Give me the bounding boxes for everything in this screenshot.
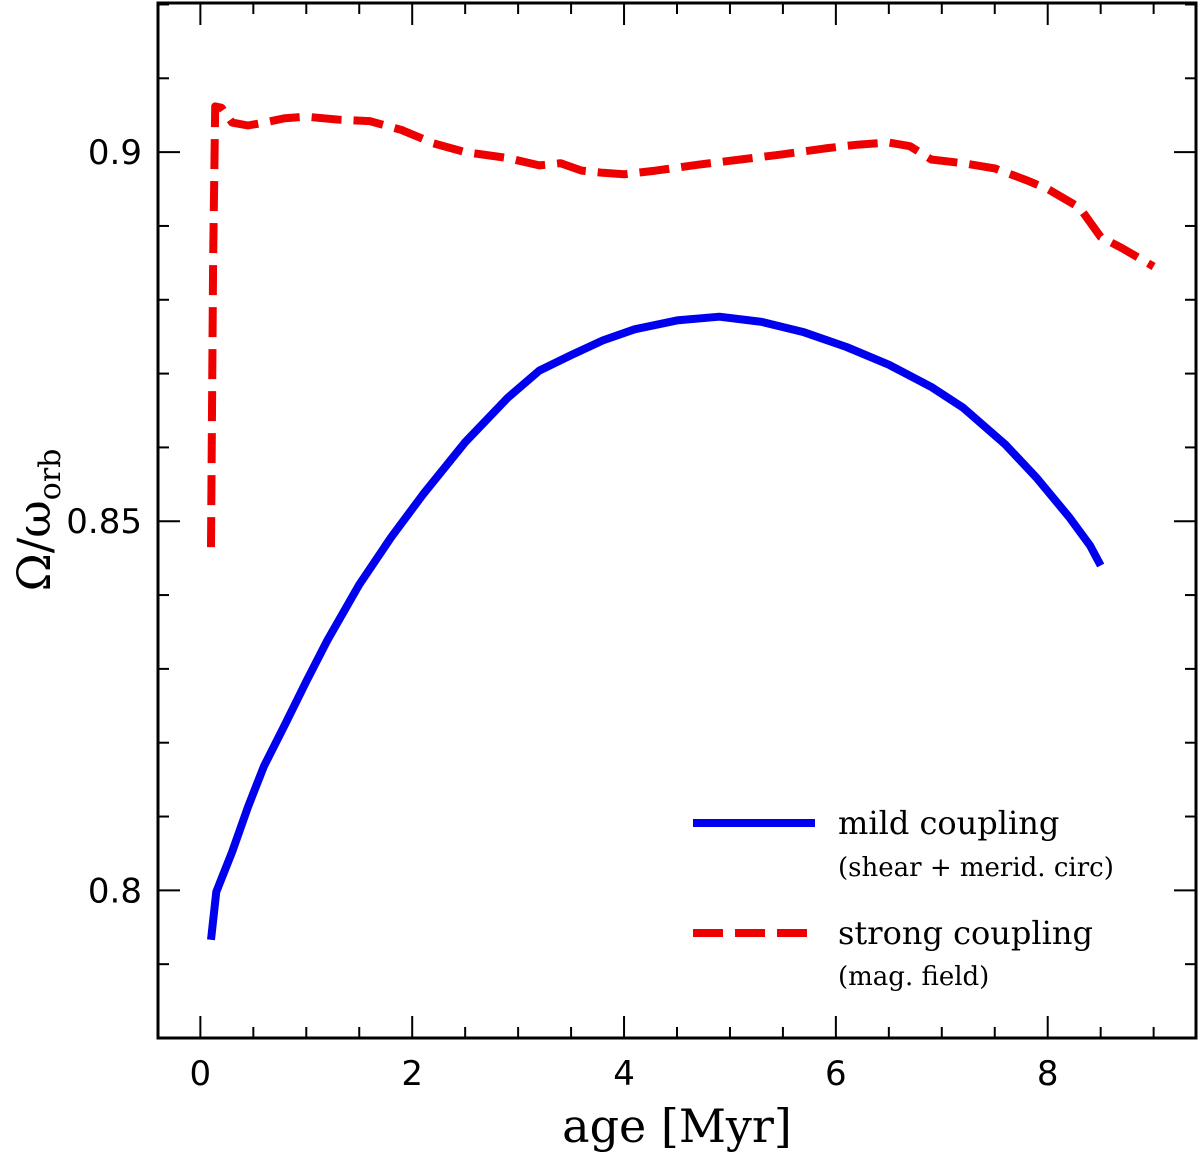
series-layer: [207, 102, 1156, 941]
x-tick-label: 4: [613, 1054, 635, 1094]
y-axis-title: Ω/ωorb: [7, 449, 68, 592]
y-axis-title-main: Ω/ω: [7, 500, 61, 591]
y-axis-title-subscript: orb: [33, 449, 68, 501]
legend: mild coupling (shear + merid. circ) stro…: [693, 804, 1114, 992]
axis-ticks: [158, 3, 1196, 1038]
legend-label-strong-coupling: strong coupling: [838, 914, 1093, 952]
svg-text:Ω/ωorb: Ω/ωorb: [7, 449, 68, 592]
x-axis-title: age [Myr]: [562, 1099, 792, 1153]
tick-labels: 0 2 4 6 8 0.8 0.85 0.9: [66, 133, 1058, 1094]
y-tick-label: 0.8: [88, 871, 142, 911]
y-tick-label: 0.9: [88, 133, 142, 173]
x-tick-label: 2: [401, 1054, 423, 1094]
x-tick-label: 8: [1037, 1054, 1059, 1094]
series-line-mild-coupling: [207, 312, 1105, 941]
legend-sublabel-mild-coupling: (shear + merid. circ): [838, 853, 1114, 883]
x-tick-label: 6: [825, 1054, 847, 1094]
legend-sublabel-strong-coupling: (mag. field): [838, 962, 989, 992]
series-line-strong-coupling: [207, 102, 1156, 548]
legend-label-mild-coupling: mild coupling: [838, 804, 1059, 842]
y-tick-label: 0.85: [66, 502, 142, 542]
x-tick-label: 0: [190, 1054, 212, 1094]
